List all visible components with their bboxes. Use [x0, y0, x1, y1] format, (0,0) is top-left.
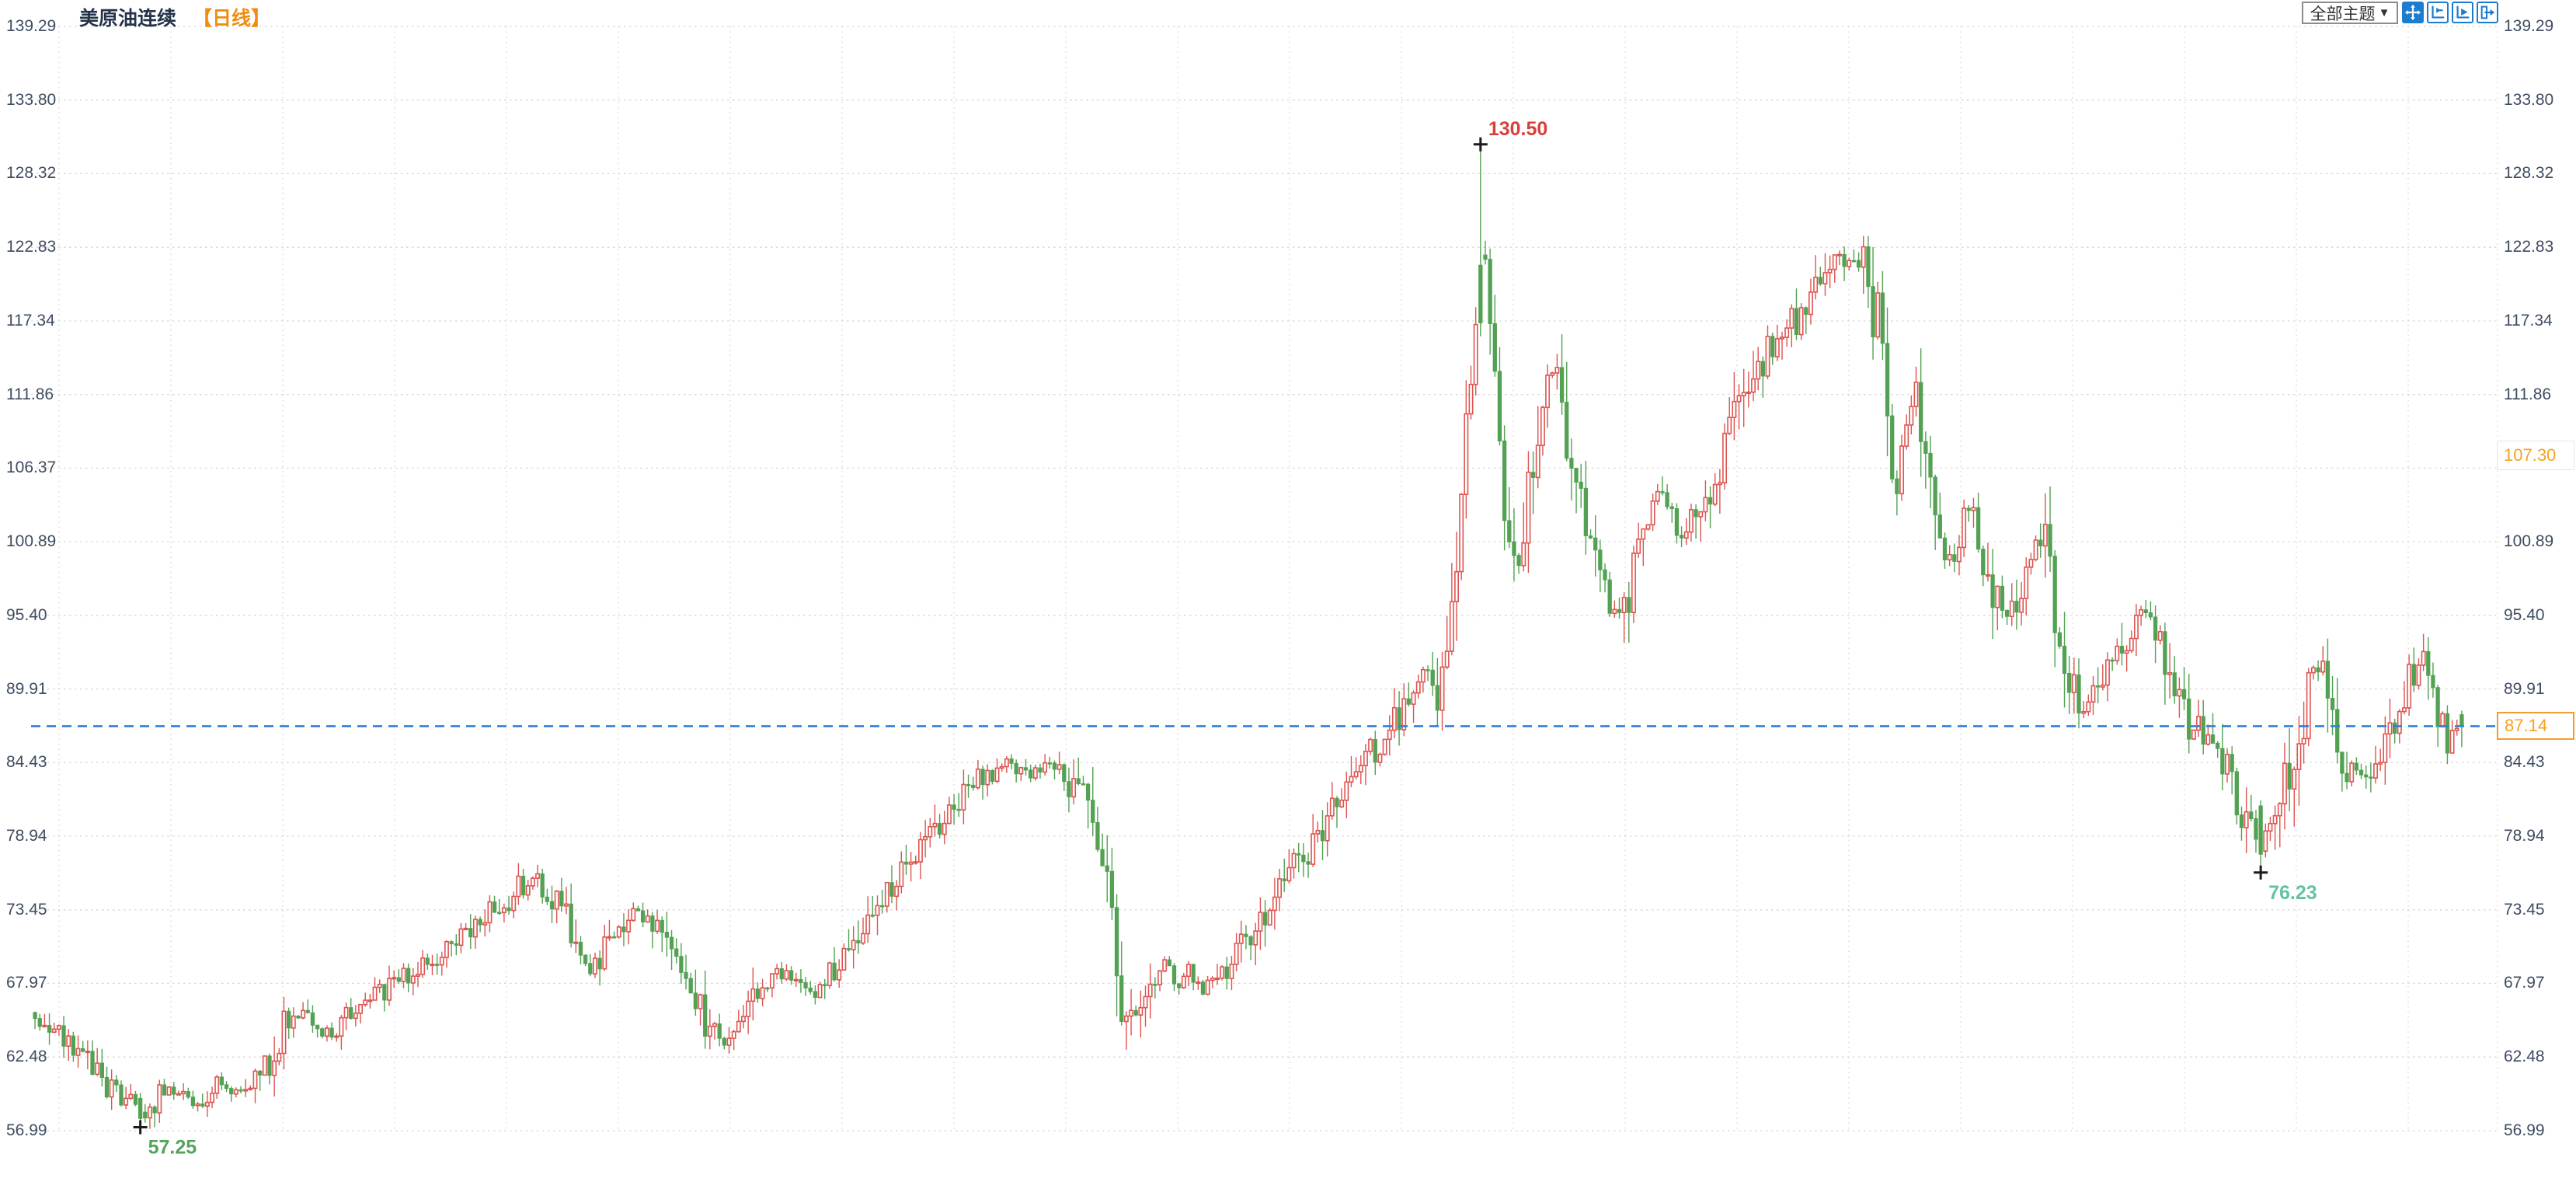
y-axis-tick: 78.94: [6, 827, 47, 845]
y-axis-tick: 67.97: [6, 974, 47, 992]
right-axis-highlight-price: 107.30: [2497, 441, 2574, 471]
y-axis-tick: 73.45: [6, 900, 47, 919]
y-axis-tick: 56.99: [2504, 1121, 2545, 1139]
y-axis-tick: 62.48: [6, 1048, 47, 1066]
y-axis-tick: 89.91: [6, 679, 47, 698]
chart-header: 美原油连续 【日线】 全部主题 ▼: [0, 0, 2576, 30]
theme-dropdown[interactable]: 全部主题 ▼: [2302, 2, 2398, 24]
y-axis-tick: 62.48: [2504, 1048, 2545, 1066]
y-axis-tick: 78.94: [2504, 827, 2545, 845]
y-axis-tick: 84.43: [6, 753, 47, 772]
y-axis-tick: 122.83: [6, 238, 57, 256]
y-axis-tick: 100.89: [6, 532, 57, 551]
last-price-badge: 87.14: [2497, 712, 2574, 741]
y-axis-tick: 100.89: [2504, 532, 2554, 551]
axis-play-right-icon[interactable]: [2452, 2, 2473, 23]
candles-layer: [33, 144, 2464, 1129]
y-axis-tick: 111.86: [2504, 385, 2552, 403]
y-axis-tick: 133.80: [6, 90, 57, 109]
high-price-label: 130.50: [1488, 118, 1547, 140]
y-axis-tick: 122.83: [2504, 238, 2554, 256]
y-axis-tick: 56.99: [6, 1121, 47, 1139]
period-label: 【日线】: [193, 8, 271, 30]
y-axis-tick: 95.40: [6, 605, 47, 624]
low-price-label: 57.25: [148, 1137, 197, 1159]
extreme-cross-marker: [1473, 137, 1488, 152]
y-axis-tick: 111.86: [6, 385, 54, 403]
y-axis-tick: 133.80: [2504, 90, 2554, 109]
chevron-down-icon: ▼: [2378, 6, 2390, 19]
extreme-cross-marker: [133, 1120, 148, 1135]
pan-crosshair-icon[interactable]: [2402, 2, 2424, 23]
y-axis-tick: 128.32: [6, 164, 57, 183]
grid-horizontal: [31, 26, 2498, 1131]
axis-zoom-left-icon[interactable]: [2427, 2, 2449, 23]
y-axis-tick: 84.43: [2504, 753, 2545, 772]
y-axis-tick: 139.29: [2504, 17, 2554, 35]
y-axis-tick: 117.34: [6, 311, 55, 330]
y-axis-tick: 89.91: [2504, 679, 2545, 698]
y-axis-tick: 139.29: [6, 17, 57, 35]
extreme-cross-marker: [2254, 865, 2268, 880]
swing-low-price-label: 76.23: [2268, 882, 2317, 904]
y-axis-tick: 67.97: [2504, 974, 2545, 992]
instrument-title: 美原油连续: [79, 8, 177, 30]
y-axis-tick: 73.45: [2504, 900, 2545, 919]
y-axis-tick: 106.37: [6, 459, 57, 477]
y-axis-tick: 95.40: [2504, 605, 2545, 624]
y-axis-tick: 128.32: [2504, 164, 2554, 183]
y-axis-tick: 117.34: [2504, 311, 2553, 330]
pan-right-icon[interactable]: [2477, 2, 2498, 23]
theme-dropdown-label: 全部主题: [2310, 5, 2376, 23]
